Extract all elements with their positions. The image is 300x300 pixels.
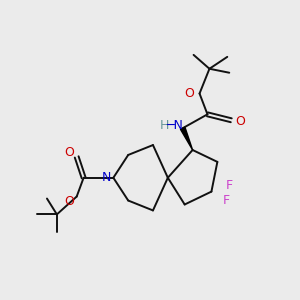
Polygon shape	[180, 127, 193, 150]
Text: O: O	[235, 115, 245, 128]
Text: N: N	[102, 171, 111, 184]
Text: O: O	[64, 195, 74, 208]
Text: O: O	[185, 87, 195, 100]
Text: ─N: ─N	[166, 119, 183, 132]
Text: H: H	[160, 119, 170, 132]
Text: F: F	[226, 179, 233, 192]
Text: F: F	[223, 194, 230, 207]
Text: O: O	[64, 146, 74, 160]
